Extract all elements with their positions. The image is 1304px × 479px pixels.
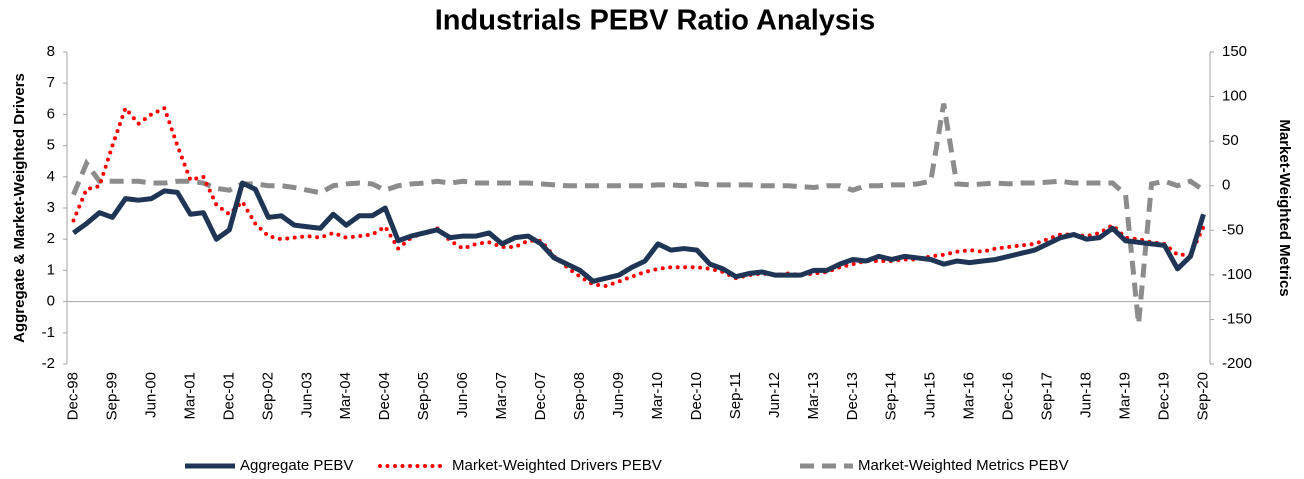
x-tick-label: Mar-04 bbox=[337, 372, 354, 420]
y-tick-label: 4 bbox=[47, 168, 55, 185]
x-tick-label: Jun-00 bbox=[142, 372, 159, 418]
chart-title: Industrials PEBV Ratio Analysis bbox=[435, 5, 876, 37]
y-tick-label: -1 bbox=[42, 324, 55, 341]
x-tick-label: Jun-09 bbox=[610, 372, 627, 418]
x-tick-label: Sep-17 bbox=[1039, 372, 1056, 420]
x-tick-label: Jun-03 bbox=[298, 372, 315, 418]
series-line bbox=[71, 104, 1206, 289]
x-tick-label: Mar-07 bbox=[493, 372, 510, 420]
y-tick-label: 2 bbox=[47, 230, 55, 247]
y2-tick-label: -150 bbox=[1222, 310, 1252, 327]
x-tick-label: Sep-99 bbox=[103, 372, 120, 420]
y2-tick-label: -50 bbox=[1222, 221, 1244, 238]
x-tick-label: Jun-06 bbox=[454, 372, 471, 418]
legend-label: Market-Weighted Drivers PEBV bbox=[452, 457, 662, 474]
y-tick-label: 0 bbox=[47, 293, 55, 310]
x-tick-label: Mar-13 bbox=[805, 372, 822, 420]
y-tick-label: 5 bbox=[47, 137, 55, 154]
series-line bbox=[72, 180, 1206, 284]
x-tick-label: Dec-13 bbox=[844, 372, 861, 420]
x-tick-label: Sep-20 bbox=[1194, 372, 1211, 420]
y2-tick-label: -200 bbox=[1222, 355, 1252, 372]
y-tick-label: 7 bbox=[47, 74, 55, 91]
x-tick-label: Dec-01 bbox=[220, 372, 237, 420]
x-tick-label: Sep-11 bbox=[727, 372, 744, 419]
y2-tick-label: 50 bbox=[1222, 132, 1239, 149]
x-tick-label: Mar-16 bbox=[961, 372, 978, 420]
y-tick-label: 6 bbox=[47, 105, 55, 122]
x-tick-label: Sep-08 bbox=[571, 372, 588, 420]
x-tick-label: Mar-19 bbox=[1117, 372, 1134, 420]
x-tick-label: Sep-05 bbox=[415, 372, 432, 420]
y2-tick-label: 150 bbox=[1222, 43, 1247, 60]
x-tick-label: Dec-98 bbox=[64, 372, 81, 420]
x-tick-label: Mar-10 bbox=[649, 372, 666, 420]
y2-tick-label: 0 bbox=[1222, 177, 1230, 194]
x-tick-label: Mar-01 bbox=[181, 372, 198, 420]
x-tick-label: Dec-10 bbox=[688, 372, 705, 420]
x-tick-label: Jun-12 bbox=[766, 372, 783, 418]
x-tick-label: Jun-18 bbox=[1078, 372, 1095, 418]
x-tick-label: Sep-02 bbox=[259, 372, 276, 420]
y2-tick-label: -100 bbox=[1222, 266, 1252, 283]
x-tick-label: Dec-19 bbox=[1156, 372, 1173, 420]
x-tick-label: Dec-07 bbox=[532, 372, 549, 420]
x-tick-label: Jun-15 bbox=[922, 372, 939, 418]
y-tick-label: 1 bbox=[47, 261, 55, 278]
x-tick-label: Dec-04 bbox=[376, 372, 393, 420]
y-tick-label: 3 bbox=[47, 199, 55, 216]
y-axis-label: Aggregate & Market-Weighted Drivers bbox=[11, 73, 28, 343]
y-tick-label: -2 bbox=[42, 355, 55, 372]
x-tick-label: Sep-14 bbox=[883, 372, 900, 420]
y2-axis-label: Market-Weighted Metrics bbox=[1276, 119, 1293, 296]
x-tick-label: Dec-16 bbox=[1000, 372, 1017, 420]
legend-label: Aggregate PEBV bbox=[240, 457, 353, 474]
y-tick-label: 8 bbox=[47, 43, 55, 60]
series-line bbox=[71, 103, 1205, 325]
legend-label: Market-Weighted Metrics PEBV bbox=[858, 457, 1069, 474]
y2-tick-label: 100 bbox=[1222, 88, 1247, 105]
